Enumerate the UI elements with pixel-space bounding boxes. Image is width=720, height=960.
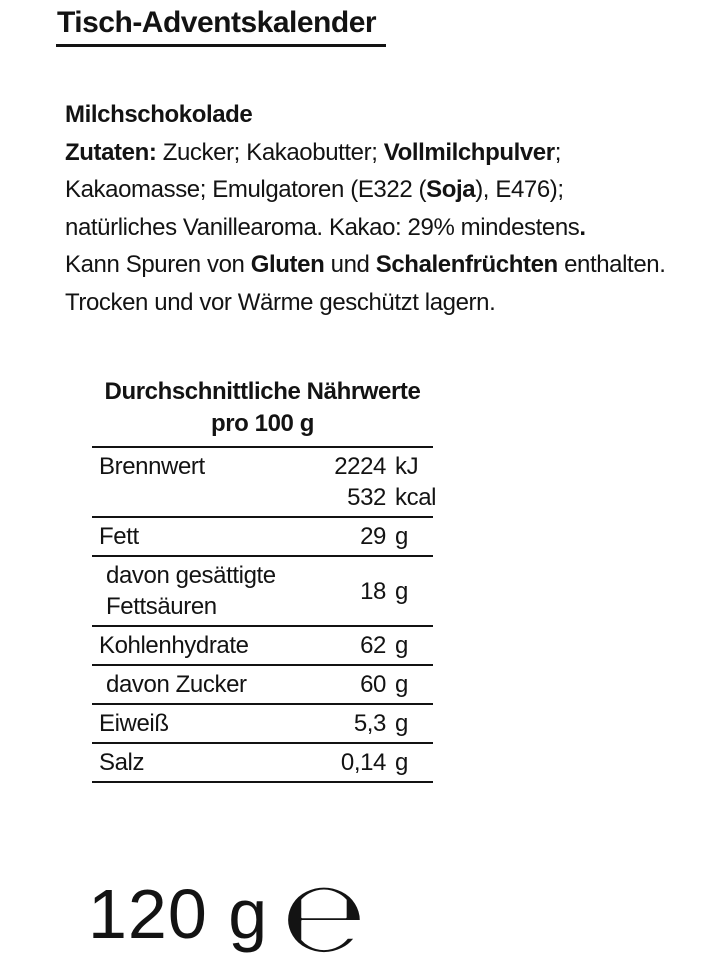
product-name-text: Milchschokolade bbox=[65, 101, 253, 128]
row-label: Salz bbox=[99, 749, 145, 776]
row-value: 62 bbox=[360, 632, 386, 659]
row-unit: g bbox=[395, 671, 408, 698]
nutrition-table-header: Durchschnittliche Nährwerte pro 100 g bbox=[74, 376, 451, 446]
row-label: davon Zucker bbox=[106, 671, 247, 698]
row-value: 5,3 bbox=[353, 710, 387, 737]
nutrition-subtitle: pro 100 g bbox=[210, 410, 315, 437]
row-unit: g bbox=[395, 577, 408, 605]
row-unit: g bbox=[395, 710, 408, 737]
row-unit: g bbox=[395, 523, 408, 550]
row-value: 0,14 bbox=[340, 749, 387, 776]
allergen-notice: Kann Spuren von Gluten und Schalenfrücht… bbox=[65, 251, 666, 278]
ingredients-label: Zutaten: bbox=[65, 138, 157, 166]
ingredients-line-3: natürliches Vanillearoma. Kakao: 29% min… bbox=[65, 213, 586, 241]
row-unit: g bbox=[395, 632, 408, 659]
row-value: 29 bbox=[360, 523, 386, 550]
page-title: Tisch-Adventskalender bbox=[56, 6, 387, 47]
table-row-salt: Salz 0,14 g bbox=[92, 744, 433, 783]
row-label: Eiweiß bbox=[99, 710, 169, 737]
unit-kcal: kcal bbox=[395, 484, 437, 511]
ingredients-line-1: Zutaten: Zucker; Kakaobutter; Vollmilchp… bbox=[65, 138, 561, 166]
estimated-sign-icon: ℮ bbox=[282, 861, 366, 960]
nutrition-table: Durchschnittliche Nährwerte pro 100 g Br… bbox=[92, 376, 437, 783]
table-row-protein: Eiweiß 5,3 g bbox=[92, 705, 433, 744]
row-value: 60 bbox=[360, 671, 386, 698]
value-kj: 2224 bbox=[334, 453, 386, 480]
nutrition-title: Durchschnittliche Nährwerte bbox=[104, 378, 421, 405]
product-info-text: Milchschokolade Zutaten: Zucker; Kakaobu… bbox=[65, 96, 666, 321]
table-row-carbohydrates: Kohlenhydrate 62 g bbox=[92, 627, 433, 666]
ingredients-line-2: Kakaomasse; Emulgatoren (E322 (Soja), E4… bbox=[65, 176, 564, 203]
row-label: Fett bbox=[99, 523, 139, 550]
row-values: 2224 kJ 532 kcal bbox=[305, 451, 437, 513]
row-unit: g bbox=[395, 749, 408, 776]
row-label: Kohlenhydrate bbox=[99, 632, 249, 659]
table-row-energy: Brennwert 2224 kJ 532 kcal bbox=[92, 448, 437, 518]
unit-kj: kJ bbox=[395, 453, 419, 480]
product-name: Milchschokolade bbox=[65, 96, 666, 134]
table-row-fat: Fett 29 g bbox=[92, 518, 433, 557]
table-row-sugar: davon Zucker 60 g bbox=[92, 666, 433, 705]
row-value: 18 bbox=[360, 577, 386, 605]
net-weight: 120 g ℮ bbox=[88, 856, 366, 960]
row-label: Brennwert bbox=[99, 453, 205, 480]
value-kcal: 532 bbox=[347, 484, 386, 511]
table-row-saturated-fat: davon gesättigte Fettsäuren 18 g bbox=[92, 557, 433, 627]
storage-notice: Trocken und vor Wärme geschützt lagern. bbox=[65, 288, 496, 316]
nutrition-table-body: Brennwert 2224 kJ 532 kcal Fett 29 g davon … bbox=[92, 446, 437, 783]
net-weight-amount: 120 g bbox=[88, 875, 269, 953]
row-label: davon gesättigte Fettsäuren bbox=[106, 562, 276, 620]
